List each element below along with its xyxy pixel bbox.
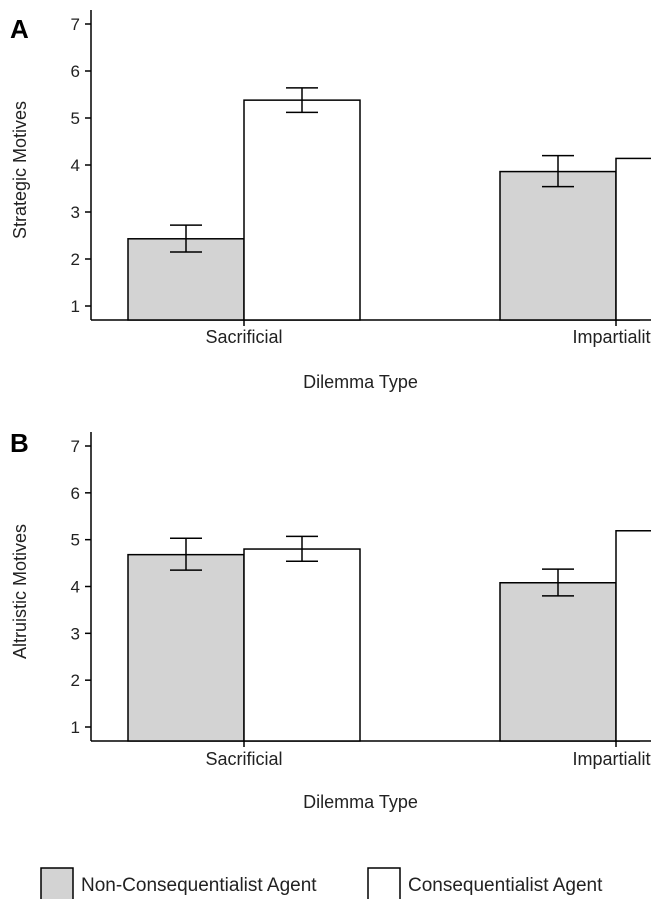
y-tick-label: 5 <box>71 109 80 128</box>
y-tick-label: 4 <box>71 156 80 175</box>
x-tick-label: Sacrificial <box>205 327 282 347</box>
y-tick-label: 1 <box>71 718 80 737</box>
y-tick-label: 7 <box>71 15 80 34</box>
y-tick-label: 3 <box>71 624 80 643</box>
y-tick-label: 2 <box>71 250 80 269</box>
legend-swatch <box>40 867 74 899</box>
y-tick-label: 2 <box>71 671 80 690</box>
bar <box>499 170 617 321</box>
panel-letter: A <box>10 14 29 44</box>
bar <box>615 530 651 742</box>
legend-label: Non-Consequentialist Agent <box>81 875 317 896</box>
y-axis-title: Strategic Motives <box>10 101 30 239</box>
y-tick-label: 6 <box>71 484 80 503</box>
chart-panel-b: B 1 2 3 4 5 6 7 Altruistic Motives Sacrificial Imp… <box>10 428 651 812</box>
y-tick-label: 3 <box>71 203 80 222</box>
y-axis-title: Altruistic Motives <box>10 524 30 659</box>
y-tick-label: 5 <box>71 531 80 550</box>
legend-swatch <box>367 867 401 899</box>
x-tick-label: Impartiality <box>572 749 651 769</box>
y-tick-label: 4 <box>71 578 80 597</box>
panel-letter: B <box>10 428 29 458</box>
x-axis-title: Dilemma Type <box>303 372 418 392</box>
x-tick-label: Sacrificial <box>205 749 282 769</box>
bar <box>243 99 361 321</box>
legend-label: Consequentialist Agent <box>408 875 603 896</box>
bar <box>243 548 361 742</box>
x-tick-label: Impartiality <box>572 327 651 347</box>
y-tick-label: 6 <box>71 62 80 81</box>
bar <box>127 553 245 742</box>
chart-panel-a: A 1 2 3 4 5 6 7 Strategic Motives Sacrificial Impa… <box>10 10 651 392</box>
x-axis-title: Dilemma Type <box>303 792 418 812</box>
legend: Non-Consequentialist Agent Consequentiali… <box>40 867 603 899</box>
bar <box>499 582 617 742</box>
y-tick-label: 7 <box>71 437 80 456</box>
y-tick-label: 1 <box>71 297 80 316</box>
bar <box>615 157 651 321</box>
